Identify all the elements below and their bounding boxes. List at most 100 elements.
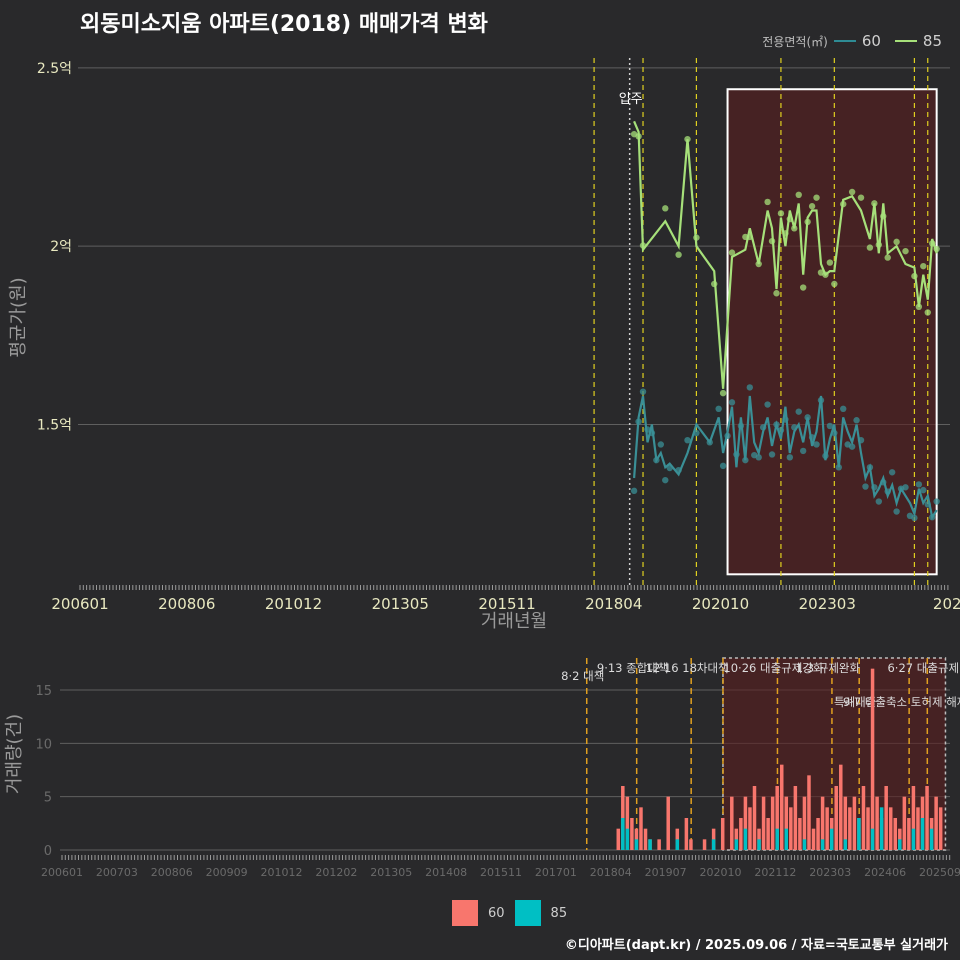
data-point-60 (719, 462, 727, 470)
data-point-60 (888, 469, 896, 476)
bar-x-tick-label: 201701 (535, 866, 577, 879)
data-point-85 (662, 205, 669, 212)
data-point-60 (915, 481, 923, 488)
policy-label: 1·3 규제완화 (796, 661, 861, 675)
y-tick-label: 1.5억 (37, 418, 72, 434)
bar-y-tick-label: 10 (35, 737, 52, 752)
bottom-legend: 60 85 (452, 900, 567, 926)
bar-x-tick-label: 201305 (370, 866, 412, 879)
data-point-85 (902, 247, 909, 255)
volume-bar-60 (902, 796, 907, 850)
series-line-85 (633, 120, 938, 389)
bar-x-tick-label: 202303 (809, 866, 851, 879)
legend-swatch-60 (833, 40, 856, 42)
data-point-60 (630, 487, 638, 495)
volume-bar-60 (911, 786, 916, 850)
x-tick-label: 201305 (372, 595, 429, 613)
bar-x-tick-label: 201511 (480, 866, 522, 879)
series-line-60 (633, 395, 938, 521)
volume-bar-85 (621, 818, 625, 850)
bar-legend-label-60: 60 (488, 905, 505, 921)
volume-bar-60 (793, 786, 798, 850)
volume-bar-60 (789, 807, 793, 850)
bar-x-tick-label: 201202 (315, 866, 357, 879)
volume-bar-85 (711, 839, 716, 850)
volume-bar-60 (666, 796, 670, 850)
volume-bar-85 (898, 839, 902, 850)
volume-bar-60 (748, 807, 752, 850)
x-tick-label: 200806 (158, 595, 215, 613)
volume-bar-60 (888, 807, 893, 850)
legend-title: 전용면적(㎡) (762, 34, 828, 49)
data-point-85 (764, 198, 771, 206)
volume-bar-60 (811, 828, 816, 850)
policy-label: 9·13 종합대책 (597, 661, 669, 675)
data-point-60 (853, 417, 860, 424)
volume-bar-60 (770, 796, 775, 850)
volume-bar-60 (684, 818, 689, 850)
x-tick-label: 2025 (933, 595, 960, 613)
move-in-annotation: 입주 (619, 92, 643, 107)
data-point-60 (875, 498, 883, 505)
volume-bar-60 (825, 807, 829, 850)
data-point-60 (902, 484, 909, 491)
volume-bar-60 (743, 796, 748, 850)
data-point-60 (813, 441, 820, 448)
volume-bar-60 (884, 786, 888, 850)
volume-bar-60 (870, 668, 875, 850)
x-tick-label: 201804 (585, 595, 642, 613)
volume-bar-60 (739, 818, 743, 850)
bar-x-tick-label: 200601 (41, 866, 83, 879)
bar-x-tick-label: 201907 (645, 866, 687, 879)
volume-bar-85 (648, 839, 652, 850)
volume-bar-60 (807, 775, 811, 850)
volume-bar-85 (743, 828, 748, 850)
volume-bar-60 (720, 818, 725, 850)
bar-x-tick-label: 200806 (151, 866, 193, 879)
data-point-85 (795, 191, 802, 199)
volume-bar-60 (643, 828, 648, 850)
volume-bar-85 (879, 807, 884, 850)
bar-legend-swatch-85 (514, 900, 541, 926)
policy-label: 10·26 대출규제강화 (723, 661, 823, 675)
bar-x-tick-label: 202112 (754, 866, 796, 879)
bar-y-tick-label: 15 (35, 684, 52, 699)
bar-x-tick-label: 201012 (261, 866, 303, 879)
data-point-60 (755, 454, 762, 461)
x-tick-label: 202010 (692, 595, 749, 613)
x-tick-label: 201511 (478, 595, 535, 613)
x-tick-label: 200601 (51, 595, 108, 613)
data-point-60 (840, 405, 847, 413)
data-point-85 (773, 290, 780, 297)
volume-bar-60 (730, 796, 734, 850)
legend-label-60: 60 (861, 32, 881, 50)
bar-x-tick-label: 200703 (96, 866, 138, 879)
bar-x-tick-label: 202406 (864, 866, 906, 879)
data-point-85 (728, 249, 736, 256)
data-point-60 (639, 388, 647, 395)
volume-bar-60 (630, 818, 634, 850)
data-point-60 (893, 508, 900, 515)
highlight-box (726, 88, 938, 576)
bar-legend-label-85: 85 (550, 905, 568, 921)
data-point-85 (920, 262, 927, 270)
policy-label: 8·2 대책 (561, 669, 604, 683)
data-point-60 (795, 408, 802, 415)
data-point-60 (662, 476, 669, 484)
top-legend: 전용면적(㎡) 60 85 (762, 32, 950, 50)
volume-bar-85 (675, 839, 680, 850)
volume-bar-85 (784, 828, 789, 850)
volume-bar-60 (639, 807, 643, 850)
volume-bar-60 (779, 764, 784, 850)
data-point-85 (826, 259, 834, 266)
bar-x-tick-label: 202509 (919, 866, 960, 879)
volume-bar-85 (929, 828, 934, 850)
legend-label-85: 85 (922, 32, 942, 50)
volume-bar-60 (925, 786, 929, 850)
policy-label: 9·7 대출축소 토허제 해제 (843, 695, 960, 709)
data-point-60 (657, 441, 665, 448)
data-point-60 (799, 447, 807, 455)
volume-bar-60 (866, 807, 870, 850)
volume-bar-60 (802, 796, 807, 850)
volume-bar-60 (907, 818, 911, 850)
